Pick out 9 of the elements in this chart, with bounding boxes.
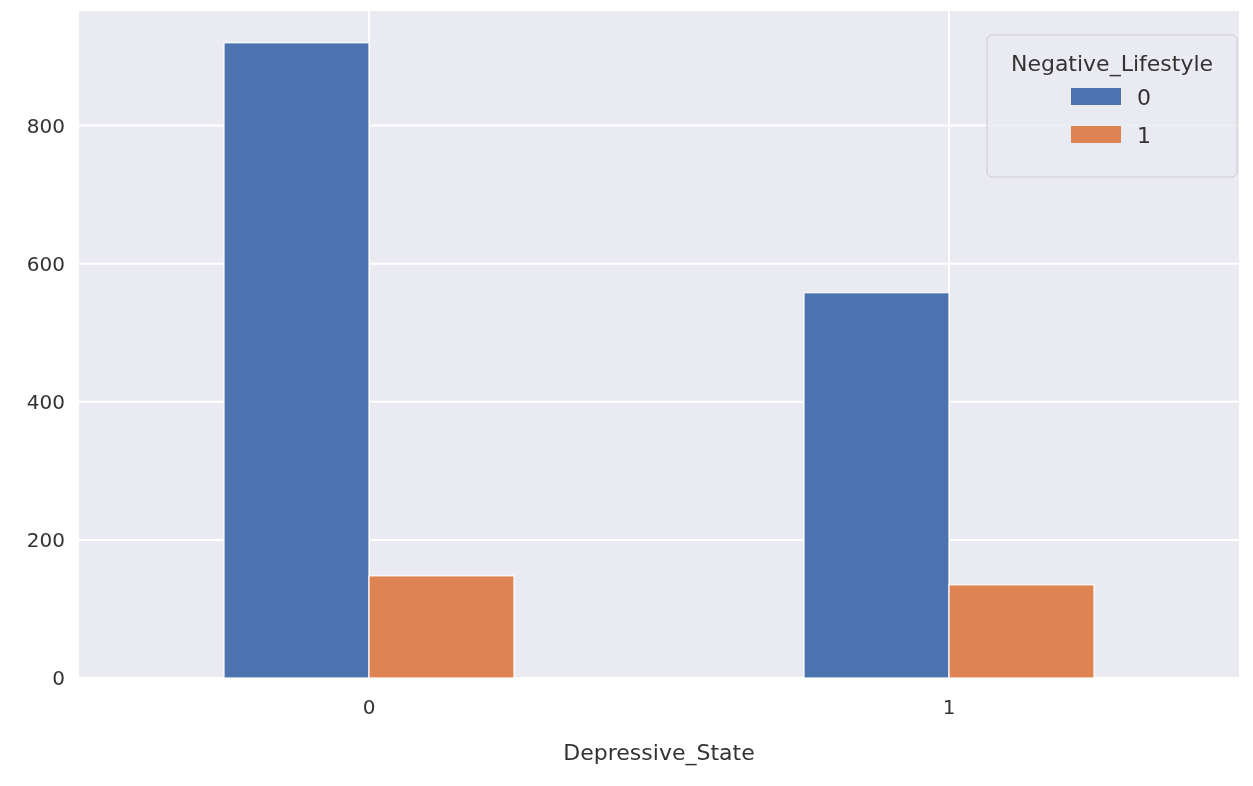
- y-tick-label: 600: [26, 251, 65, 276]
- y-tick-label: 0: [52, 666, 65, 690]
- x-axis-title: Depressive_State: [563, 740, 755, 766]
- legend-label: 0: [1137, 84, 1151, 110]
- legend-title: Negative_Lifestyle: [1010, 51, 1214, 77]
- y-tick-label: 200: [26, 527, 65, 552]
- y-tick-label: 800: [26, 113, 65, 138]
- y-tick-label: 400: [26, 389, 65, 414]
- legend-label: 1: [1137, 122, 1151, 148]
